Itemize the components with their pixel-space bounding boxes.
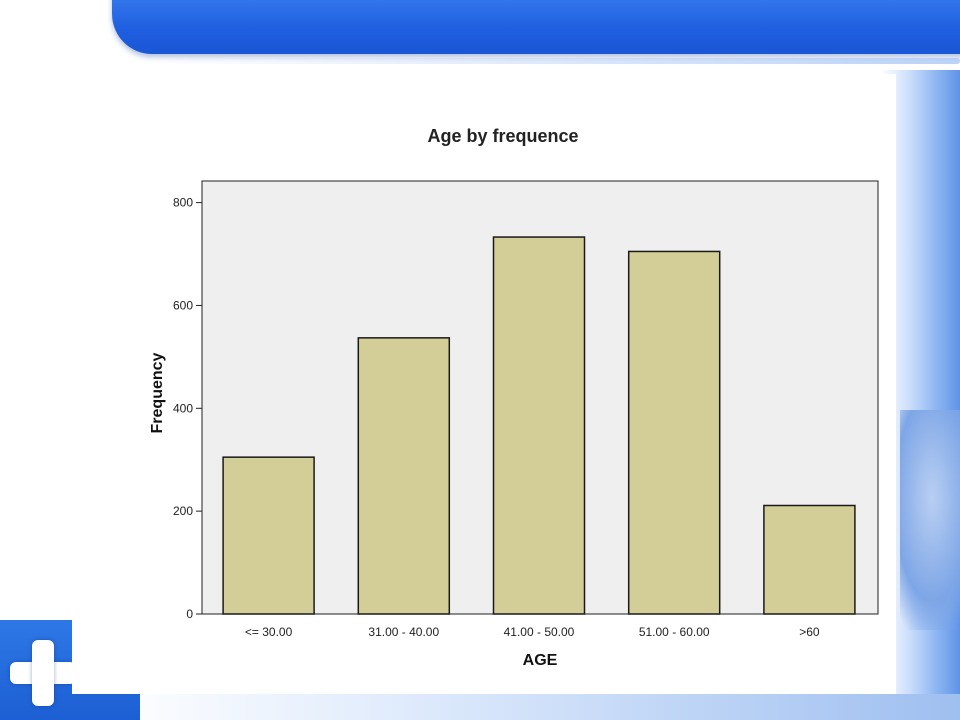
top-banner [112, 0, 960, 54]
x-tick-label: >60 [799, 625, 820, 639]
x-tick-label: <= 30.00 [245, 625, 293, 639]
y-tick-label: 600 [173, 298, 193, 312]
bar [492, 236, 586, 615]
bar [627, 250, 721, 615]
banner-shine [150, 58, 960, 64]
plus-icon [10, 640, 76, 706]
bottom-swoosh [100, 694, 960, 720]
chart-title: Age by frequence [427, 126, 579, 146]
right-figure-decoration [900, 410, 960, 630]
x-tick-label: 41.00 - 50.00 [504, 625, 575, 639]
x-axis-label: AGE [522, 652, 558, 669]
bar [357, 337, 451, 615]
y-tick-label: 400 [173, 401, 193, 415]
x-tick-label: 51.00 - 60.00 [639, 625, 710, 639]
bar [763, 504, 856, 615]
y-tick-label: 200 [173, 504, 193, 518]
x-tick-label: 31.00 - 40.00 [368, 625, 439, 639]
bar [222, 456, 315, 615]
y-tick-label: 800 [173, 196, 193, 210]
y-tick-label: 0 [186, 607, 193, 621]
